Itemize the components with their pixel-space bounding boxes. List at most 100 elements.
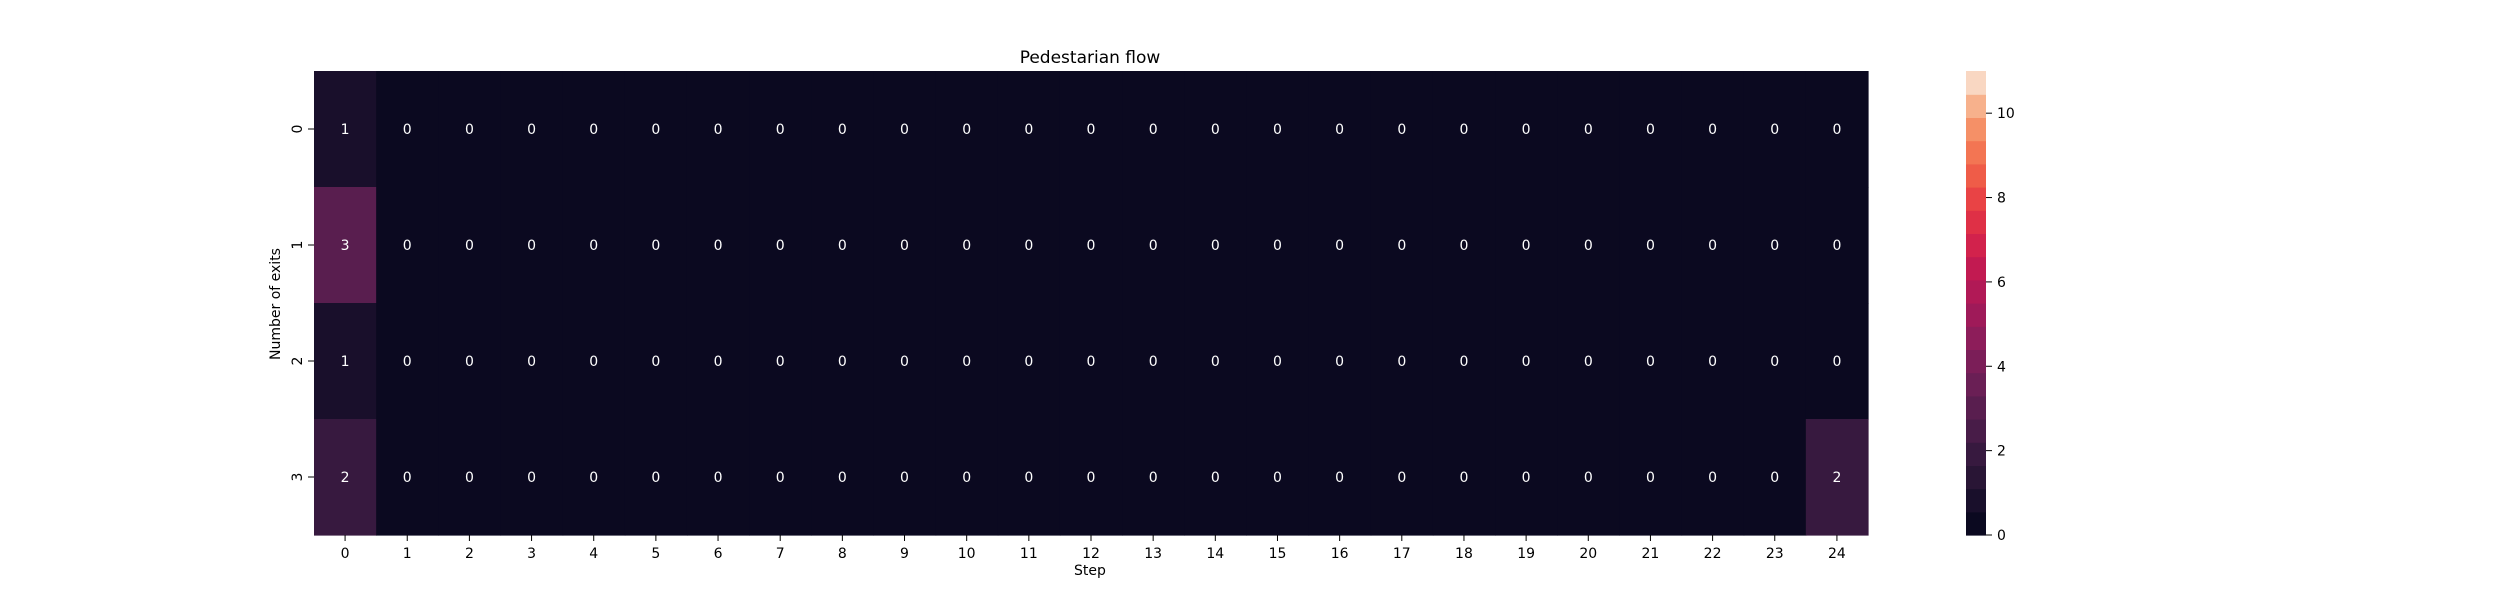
x-tick-label: 21 bbox=[1642, 546, 1660, 562]
heatmap-cell-r2-c16 bbox=[1308, 303, 1372, 420]
heatmap-cell-r2-c24 bbox=[1805, 303, 1869, 420]
x-tick-label: 19 bbox=[1517, 546, 1535, 562]
cell-value-r3-c15: 0 bbox=[1273, 470, 1282, 486]
heatmap-cell-r3-c22 bbox=[1681, 419, 1745, 536]
cell-value-r0-c9: 0 bbox=[900, 122, 909, 138]
heatmap-cell-r2-c0 bbox=[314, 303, 377, 420]
heatmap-cell-r1-c23 bbox=[1743, 187, 1807, 304]
cell-value-r2-c16: 0 bbox=[1335, 354, 1344, 370]
cell-value-r0-c3: 0 bbox=[527, 122, 536, 138]
heatmap-cell-r3-c6 bbox=[686, 419, 750, 536]
heatmap-cell-r2-c15 bbox=[1246, 303, 1310, 420]
cell-value-r3-c3: 0 bbox=[527, 470, 536, 486]
cell-value-r2-c23: 0 bbox=[1770, 354, 1779, 370]
x-tick-label: 20 bbox=[1579, 546, 1597, 562]
cell-value-r1-c19: 0 bbox=[1522, 238, 1531, 254]
x-tick-label: 17 bbox=[1393, 546, 1411, 562]
cell-value-r3-c20: 0 bbox=[1584, 470, 1593, 486]
cell-value-r0-c12: 0 bbox=[1087, 122, 1096, 138]
colorbar-segment bbox=[1966, 256, 1986, 281]
cell-value-r1-c13: 0 bbox=[1149, 238, 1158, 254]
heatmap-cells bbox=[314, 71, 1869, 536]
cell-value-r3-c4: 0 bbox=[589, 470, 598, 486]
cell-value-r3-c8: 0 bbox=[838, 470, 847, 486]
cell-value-r3-c9: 0 bbox=[900, 470, 909, 486]
heatmap-cell-r2-c23 bbox=[1743, 303, 1807, 420]
heatmap-cell-r2-c13 bbox=[1122, 303, 1185, 420]
heatmap-cell-r0-c23 bbox=[1743, 71, 1807, 188]
heatmap-cell-r2-c4 bbox=[562, 303, 626, 420]
heatmap-cell-r1-c7 bbox=[749, 187, 812, 304]
cell-value-r2-c15: 0 bbox=[1273, 354, 1282, 370]
heatmap-cell-r2-c8 bbox=[811, 303, 875, 420]
x-tick-label: 2 bbox=[465, 546, 474, 562]
cell-value-r3-c14: 0 bbox=[1211, 470, 1220, 486]
colorbar: 0 2 4 6 8 10 bbox=[1966, 71, 2015, 544]
colorbar-segment bbox=[1966, 233, 1986, 258]
cell-value-r1-c2: 0 bbox=[465, 238, 474, 254]
cell-value-r3-c6: 0 bbox=[714, 470, 723, 486]
cell-value-r1-c4: 0 bbox=[589, 238, 598, 254]
cell-value-r2-c17: 0 bbox=[1397, 354, 1406, 370]
cell-value-r1-c16: 0 bbox=[1335, 238, 1344, 254]
colorbar-segment bbox=[1966, 187, 1986, 211]
cell-value-r3-c23: 0 bbox=[1770, 470, 1779, 486]
cell-value-r0-c5: 0 bbox=[651, 122, 660, 138]
cell-value-r3-c16: 0 bbox=[1335, 470, 1344, 486]
heatmap-cell-r3-c4 bbox=[562, 419, 626, 536]
heatmap-cell-r3-c20 bbox=[1557, 419, 1620, 536]
cell-value-r0-c19: 0 bbox=[1522, 122, 1531, 138]
y-axis: 0 1 2 3 bbox=[290, 125, 314, 481]
x-axis: 0 1 2 3 4 5 6 7 8 9 10 11 12 13 14 15 16 17 18 19 20 21 22 23 24 bbox=[341, 535, 1846, 562]
x-tick-label: 14 bbox=[1206, 546, 1224, 562]
heatmap-cell-r2-c12 bbox=[1059, 303, 1123, 420]
cell-value-r1-c6: 0 bbox=[714, 238, 723, 254]
heatmap-cell-r3-c12 bbox=[1059, 419, 1123, 536]
heatmap-cell-r3-c8 bbox=[811, 419, 875, 536]
colorbar-tick-label: 4 bbox=[1997, 359, 2006, 375]
cell-value-r3-c22: 0 bbox=[1708, 470, 1717, 486]
cell-value-r1-c12: 0 bbox=[1087, 238, 1096, 254]
cell-annotations: 1 0 0 0 0 0 0 0 0 0 0 0 0 0 0 0 0 0 0 0 0 0 0 0 0 3 0 0 0 0 0 0 0 0 0 0 0 0 0 0… bbox=[341, 122, 1842, 486]
y-axis-label: Number of exits bbox=[268, 248, 284, 360]
cell-value-r1-c10: 0 bbox=[962, 238, 971, 254]
heatmap-cell-r3-c17 bbox=[1370, 419, 1434, 536]
heatmap-cell-r3-c2 bbox=[438, 419, 502, 536]
colorbar-segment bbox=[1966, 163, 1986, 188]
heatmap-cell-r0-c1 bbox=[376, 71, 439, 188]
cell-value-r0-c4: 0 bbox=[589, 122, 598, 138]
heatmap-cell-r2-c2 bbox=[438, 303, 502, 420]
cell-value-r3-c21: 0 bbox=[1646, 470, 1655, 486]
heatmap-cell-r3-c14 bbox=[1184, 419, 1247, 536]
chart-title: Pedestarian flow bbox=[1020, 48, 1161, 68]
cell-value-r0-c24: 0 bbox=[1832, 122, 1841, 138]
heatmap-cell-r3-c16 bbox=[1308, 419, 1372, 536]
cell-value-r0-c7: 0 bbox=[776, 122, 785, 138]
heatmap-cell-r0-c9 bbox=[873, 71, 937, 188]
cell-value-r2-c8: 0 bbox=[838, 354, 847, 370]
heatmap-cell-r0-c6 bbox=[686, 71, 750, 188]
heatmap-cell-r0-c16 bbox=[1308, 71, 1372, 188]
heatmap-cell-r3-c21 bbox=[1619, 419, 1683, 536]
heatmap-cell-r1-c11 bbox=[997, 187, 1061, 304]
heatmap-cell-r2-c1 bbox=[376, 303, 439, 420]
heatmap-cell-r1-c12 bbox=[1059, 187, 1123, 304]
cell-value-r2-c12: 0 bbox=[1087, 354, 1096, 370]
cell-value-r3-c13: 0 bbox=[1149, 470, 1158, 486]
heatmap-cell-r0-c7 bbox=[749, 71, 812, 188]
heatmap-cell-r0-c15 bbox=[1246, 71, 1310, 188]
cell-value-r3-c24: 2 bbox=[1832, 470, 1841, 486]
colorbar-segment bbox=[1966, 210, 1986, 234]
colorbar-tick-label: 6 bbox=[1997, 275, 2006, 291]
cell-value-r0-c2: 0 bbox=[465, 122, 474, 138]
colorbar-tick-label: 8 bbox=[1997, 191, 2006, 207]
heatmap-cell-r2-c14 bbox=[1184, 303, 1247, 420]
cell-value-r2-c24: 0 bbox=[1832, 354, 1841, 370]
heatmap-cell-r0-c2 bbox=[438, 71, 502, 188]
x-tick-label: 4 bbox=[589, 546, 598, 562]
x-tick-label: 11 bbox=[1020, 546, 1038, 562]
heatmap-cell-r2-c11 bbox=[997, 303, 1061, 420]
heatmap-cell-r3-c19 bbox=[1495, 419, 1558, 536]
x-tick-label: 6 bbox=[714, 546, 723, 562]
colorbar-segment bbox=[1966, 94, 1986, 118]
